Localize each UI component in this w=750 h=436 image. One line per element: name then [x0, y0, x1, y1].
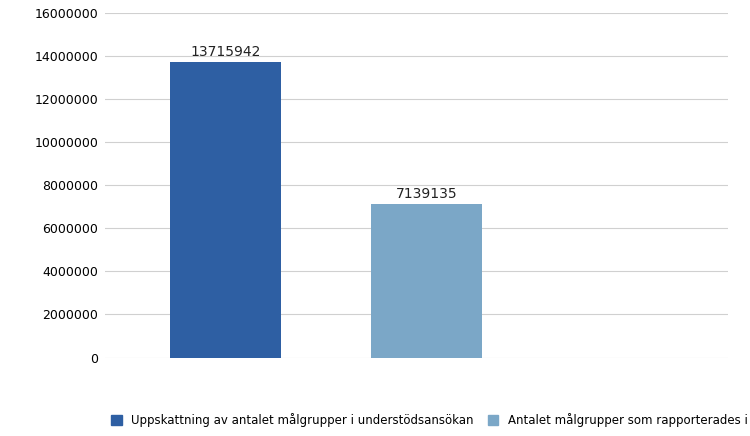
Legend: Uppskattning av antalet målgrupper i understödsansökan, Antalet målgrupper som r: Uppskattning av antalet målgrupper i und…	[111, 413, 750, 427]
Text: 13715942: 13715942	[190, 45, 261, 59]
Bar	[170, 62, 280, 358]
Text: 7139135: 7139135	[395, 187, 457, 201]
Bar	[371, 204, 482, 358]
